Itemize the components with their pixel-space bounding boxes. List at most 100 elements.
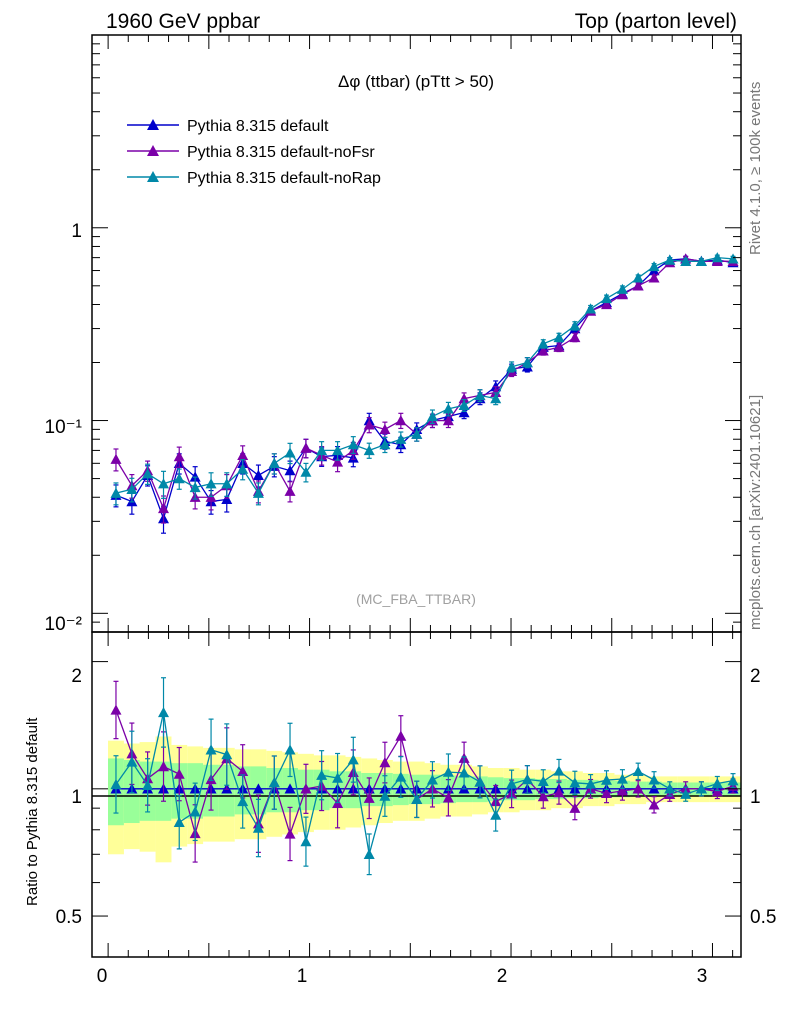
- main-panel: Δφ (ttbar) (pTtt > 50) (MC_FBA_TTBAR) Py…: [45, 34, 742, 635]
- ratio-point-norap-26: [521, 773, 533, 785]
- ratio-point-norap-28: [553, 765, 565, 776]
- point-nofsr-34: [648, 272, 660, 283]
- ratio-point-nofsr-8: [237, 765, 249, 777]
- point-default-9: [252, 469, 264, 480]
- main-ytick-1: 1: [71, 221, 82, 242]
- header-left: 1960 GeV ppbar: [106, 10, 260, 33]
- point-nofsr-3: [158, 502, 170, 514]
- ratio-point-norap-22: [458, 767, 470, 778]
- ratio-point-norap-7: [221, 749, 233, 760]
- point-norap-8: [237, 463, 249, 474]
- ratio-point-norap-25: [506, 778, 518, 789]
- point-norap-3: [158, 478, 170, 489]
- point-default-7: [221, 493, 233, 505]
- point-norap-10: [268, 457, 280, 468]
- ratio-point-norap-14: [332, 772, 344, 783]
- point-norap-22: [458, 399, 470, 410]
- ratio-point-nofsr-34: [648, 799, 660, 810]
- ratio-point-norap-0: [110, 778, 122, 790]
- point-norap-19: [411, 428, 423, 439]
- ratio-point-norap-16: [363, 848, 375, 859]
- ratio-point-nofsr-31: [601, 787, 613, 799]
- ratio-ytick-2-right: 2: [750, 666, 761, 687]
- ratio-ytick-1-right: 1: [750, 787, 761, 808]
- point-norap-14: [332, 444, 344, 456]
- main-ytick-0.1: 10⁻¹: [45, 417, 83, 438]
- point-norap-7: [221, 478, 233, 489]
- ratio-point-norap-15: [347, 754, 359, 765]
- ratio-point-norap-19: [411, 793, 423, 804]
- ratio-panel: 2 1 0.5 2 1 0.5 0 1 2 3: [56, 631, 776, 987]
- legend-entry-norap: Pythia 8.315 default-noRap: [127, 170, 381, 187]
- ratio-point-nofsr-29: [569, 802, 581, 813]
- series-line-nofsr: [115, 258, 734, 511]
- series-line-default: [115, 258, 734, 521]
- legend-marker-default-icon: [147, 119, 159, 130]
- point-norap-0: [110, 487, 122, 498]
- main-series-layer: [110, 252, 739, 534]
- point-nofsr-22: [458, 393, 470, 404]
- ratio-point-norap-36: [680, 788, 692, 799]
- ratio-point-nofsr-21: [442, 792, 454, 803]
- legend-marker-nofsr-icon: [147, 145, 159, 156]
- ratio-point-nofsr-0: [110, 704, 122, 715]
- ratio-point-nofsr-32: [616, 785, 628, 796]
- ratio-point-norap-39: [727, 775, 739, 786]
- series-line-norap: [115, 256, 734, 495]
- point-nofsr-31: [601, 298, 613, 310]
- legend-label-default: Pythia 8.315 default: [187, 118, 329, 135]
- point-norap-33: [632, 272, 644, 283]
- ratio-point-norap-4: [173, 816, 185, 827]
- ratio-y-axis-label: Ratio to Pythia 8.315 default: [24, 717, 41, 906]
- point-norap-17: [379, 439, 391, 450]
- point-norap-1: [126, 483, 138, 494]
- ratio-point-nofsr-11: [284, 828, 296, 839]
- point-nofsr-32: [616, 289, 628, 300]
- ratio-line-norap: [115, 712, 734, 855]
- ratio-point-nofsr-18: [395, 730, 407, 741]
- point-nofsr-4: [173, 451, 185, 462]
- header-right: Top (parton level): [575, 10, 737, 33]
- point-norap-30: [585, 303, 597, 314]
- point-norap-24: [490, 393, 502, 404]
- point-norap-16: [363, 444, 375, 456]
- point-nofsr-28: [553, 341, 565, 352]
- point-norap-11: [284, 447, 296, 458]
- ratio-point-default-11: [284, 783, 296, 794]
- point-nofsr-11: [284, 485, 296, 496]
- ratio-ytick-1-left: 1: [71, 787, 82, 808]
- point-nofsr-18: [395, 415, 407, 426]
- point-norap-26: [521, 357, 533, 368]
- point-nofsr-33: [632, 280, 644, 291]
- ratio-ytick-2-left: 2: [71, 666, 82, 687]
- legend-label-norap: Pythia 8.315 default-noRap: [187, 170, 381, 187]
- ratio-point-nofsr-4: [173, 768, 185, 779]
- mcplots-label: mcplots.cern.ch [arXiv:2401.10621]: [747, 395, 764, 630]
- ratio-point-norap-20: [426, 774, 438, 785]
- point-default-22: [458, 407, 470, 418]
- ratio-point-norap-3: [158, 706, 170, 718]
- point-norap-29: [569, 320, 581, 331]
- main-ytick-0.01: 10⁻²: [45, 614, 83, 635]
- xtick-2: 2: [497, 966, 508, 987]
- analysis-watermark: (MC_FBA_TTBAR): [356, 591, 476, 607]
- ratio-point-norap-32: [616, 773, 628, 784]
- xtick-1: 1: [297, 966, 308, 987]
- point-norap-31: [601, 292, 613, 304]
- point-norap-2: [142, 468, 154, 479]
- ratio-point-nofsr-33: [632, 783, 644, 794]
- point-norap-27: [537, 338, 549, 349]
- xtick-0: 0: [97, 966, 108, 987]
- ratio-line-nofsr: [115, 709, 734, 837]
- ratio-ytick-0.5-right: 0.5: [750, 907, 776, 928]
- point-nofsr-29: [569, 331, 581, 343]
- legend-entry-nofsr: Pythia 8.315 default-noFsr: [127, 144, 375, 161]
- legend-entry-default: Pythia 8.315 default: [127, 118, 329, 135]
- xtick-3: 3: [697, 966, 708, 987]
- ratio-axes: [92, 632, 741, 957]
- ratio-point-norap-17: [379, 790, 391, 801]
- ratio-point-nofsr-16: [363, 792, 375, 803]
- point-norap-36: [680, 255, 692, 266]
- ratio-point-norap-13: [316, 769, 328, 780]
- ratio-point-nofsr-27: [537, 791, 549, 802]
